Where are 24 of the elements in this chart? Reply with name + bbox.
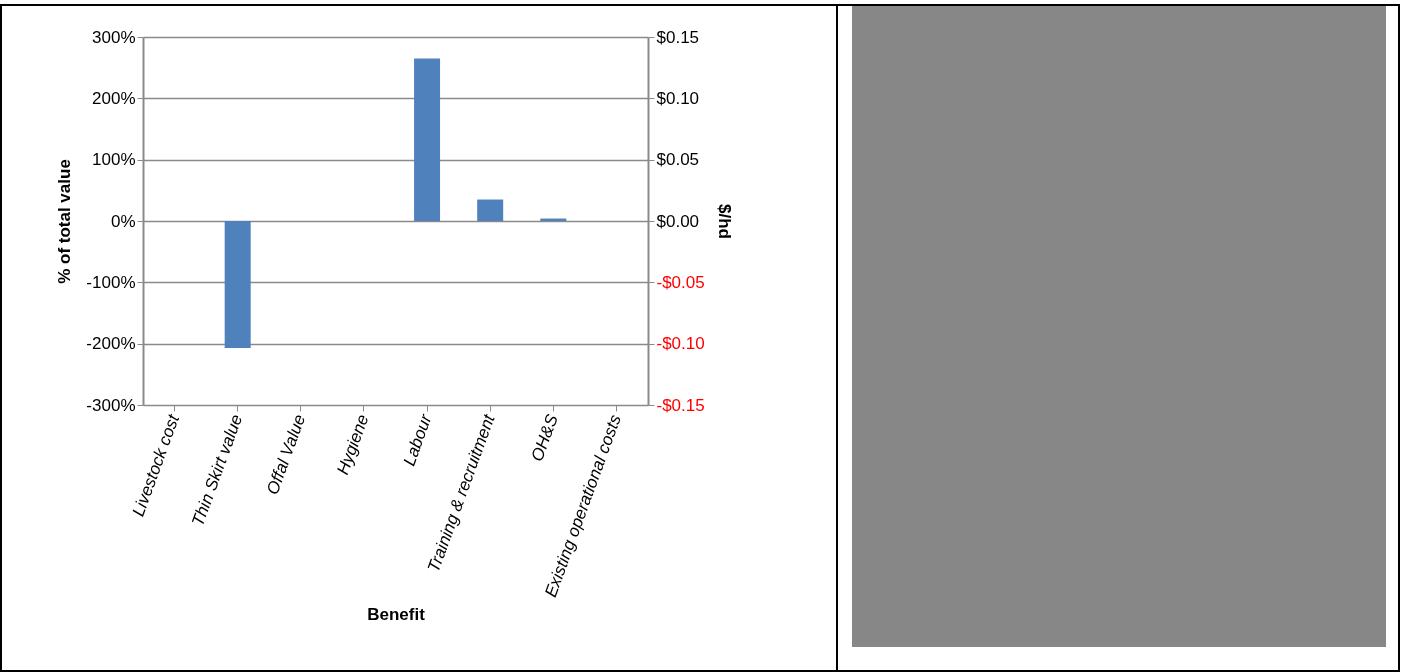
x-tick-label: OH&S	[527, 411, 562, 464]
bar	[224, 221, 251, 348]
y2-tick-label: $0.15	[656, 27, 700, 47]
y2-axis-title: $/hd	[714, 204, 734, 239]
y-tick-label: -200%	[86, 334, 136, 354]
y2-tick-label: -$0.05	[656, 272, 705, 292]
y2-tick-label: -$0.15	[656, 395, 705, 415]
y2-tick-label: $0.10	[656, 88, 700, 108]
bar	[477, 199, 504, 221]
y2-tick-label: -$0.10	[656, 334, 705, 354]
x-axis-title: Benefit	[367, 605, 426, 625]
y2-tick-label: $0.05	[656, 150, 700, 170]
y-tick-label: 300%	[92, 27, 136, 47]
bar	[414, 58, 441, 221]
y-tick-label: 100%	[92, 150, 136, 170]
y-axis-title: % of total value	[55, 159, 75, 284]
y-tick-label: 200%	[92, 88, 136, 108]
y-tick-label: -100%	[86, 272, 136, 292]
y-tick-label: 0%	[110, 211, 136, 231]
y2-tick-label: $0.00	[656, 211, 700, 231]
x-tick-label: Offal Value	[262, 412, 310, 498]
x-tick-label: Thin Skirt value	[188, 412, 247, 529]
x-tick-label: Labour	[399, 410, 436, 469]
y-tick-label: -300%	[86, 395, 136, 415]
